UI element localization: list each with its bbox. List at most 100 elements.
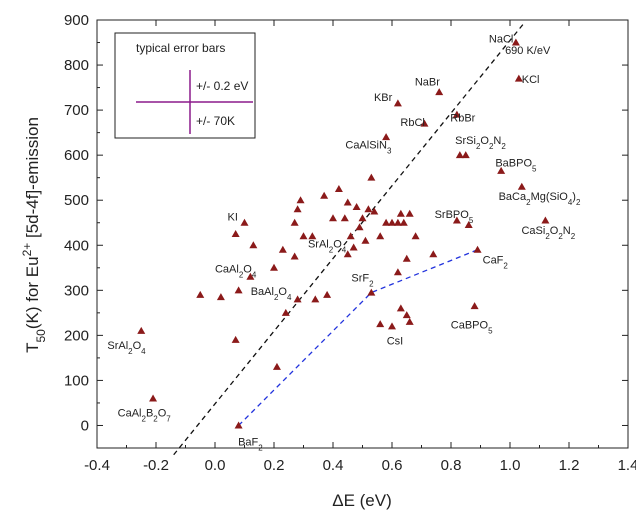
y-tick-label: 400 [64, 237, 89, 254]
annotation-text: CaSi [521, 225, 545, 237]
data-point [405, 209, 414, 217]
data-point [355, 223, 364, 231]
annotation-text: 690 K/eV [505, 45, 551, 57]
data-point [234, 286, 243, 294]
data-point [376, 232, 385, 240]
y-title-sub: 50 [34, 329, 48, 343]
error-bar-legend: typical error bars +/- 0.2 eV +/- 70K [114, 32, 256, 139]
annotation-text: CaBPO [451, 320, 489, 332]
annotation-subscript: 2 [369, 279, 374, 288]
x-tick-label: 0.4 [323, 457, 344, 474]
annotation-subscript: 2 [503, 261, 508, 270]
data-point [349, 243, 358, 251]
annotation-text: O [480, 135, 489, 147]
y-tick-label: 700 [64, 102, 89, 119]
point-annotation: BaF2 [238, 437, 263, 453]
y-tick-label: 600 [64, 147, 89, 164]
point-annotation: CaBPO5 [451, 320, 493, 336]
point-annotation: NaBr [415, 76, 440, 88]
x-tick-label: -0.4 [84, 457, 110, 474]
x-tick-label: 1.0 [500, 457, 521, 474]
data-point [393, 99, 402, 107]
data-point [396, 209, 405, 217]
data-point [296, 196, 305, 204]
data-point [461, 151, 470, 159]
data-point [299, 232, 308, 240]
point-annotation: CaAlSiN3 [345, 139, 392, 155]
point-annotation: CaF2 [483, 254, 509, 270]
annotation-subscript: 2 [576, 198, 581, 207]
data-point [231, 230, 240, 237]
annotation-text: BaF [238, 437, 258, 449]
lines-layer [173, 21, 526, 456]
data-point [361, 236, 370, 244]
y-tick-label: 200 [64, 327, 89, 344]
legend-box [114, 32, 256, 139]
data-point [405, 317, 414, 325]
data-point [367, 173, 376, 181]
annotation-text: CaF [483, 254, 504, 266]
data-point [343, 250, 352, 258]
annotation-subscript: 4 [141, 346, 146, 355]
annotation-subscript: 2 [239, 270, 244, 279]
data-point [329, 214, 337, 222]
data-point [137, 326, 146, 334]
y-tick-label: 500 [64, 192, 89, 209]
x-axis-title: ΔE (eV) [332, 491, 392, 510]
data-point [311, 295, 320, 303]
annotation-text: SrF [351, 272, 369, 284]
data-point [396, 304, 405, 312]
annotation-subscript: 5 [532, 164, 537, 173]
data-point [293, 295, 302, 303]
point-annotation: KBr [374, 92, 393, 104]
data-point [249, 241, 258, 249]
point-annotation: SrSi2O2N2 [455, 135, 506, 151]
data-point [429, 250, 438, 258]
data-point [420, 119, 429, 127]
data-point [149, 394, 158, 402]
annotation-text: O [243, 263, 252, 275]
data-point [323, 290, 332, 298]
data-point [358, 214, 367, 222]
annotation-subscript: 2 [558, 232, 563, 241]
y-title-mid: (K) for Eu [23, 256, 42, 329]
annotation-text: B [146, 407, 153, 419]
data-point [402, 254, 411, 262]
point-annotation: CaAl2B2O7 [118, 407, 172, 423]
data-point [246, 272, 255, 280]
annotation-text: N [563, 225, 571, 237]
legend-title: typical error bars [136, 41, 225, 55]
annotation-subscript: 2 [128, 346, 133, 355]
data-point [272, 362, 281, 370]
annotation-text: O [550, 225, 559, 237]
annotation-subscript: 5 [469, 216, 474, 225]
y-tick-label: 300 [64, 282, 89, 299]
point-annotation: BaCa2Mg(SiO4)2 [499, 191, 581, 207]
y-error-label: +/- 70K [196, 114, 235, 128]
annotation-subscript: 2 [526, 198, 531, 207]
data-point [393, 268, 402, 276]
x-error-label: +/- 0.2 eV [196, 79, 248, 93]
annotation-text: NaBr [415, 76, 440, 88]
annotation-text: BaAl [251, 286, 274, 298]
annotation-text: CaAl [118, 407, 142, 419]
annotation-subscript: 2 [489, 141, 494, 150]
annotation-text: O [333, 239, 342, 251]
dashed-blue-curve [238, 249, 478, 426]
data-point [411, 232, 420, 240]
annotation-subscript: 2 [274, 292, 279, 301]
point-annotation: SrF2 [351, 272, 374, 288]
data-point [281, 308, 290, 316]
point-annotation: RbBr [450, 112, 475, 124]
annotation-subscript: 2 [571, 232, 576, 241]
data-point [334, 184, 343, 192]
annotation-subscript: 2 [545, 232, 550, 241]
annotation-text: SrBPO [435, 209, 470, 221]
data-point [196, 290, 205, 298]
data-point [367, 288, 376, 296]
annotation-subscript: 2 [141, 414, 146, 423]
annotation-text: KBr [374, 92, 393, 104]
data-point [402, 311, 411, 319]
data-point [435, 88, 444, 96]
